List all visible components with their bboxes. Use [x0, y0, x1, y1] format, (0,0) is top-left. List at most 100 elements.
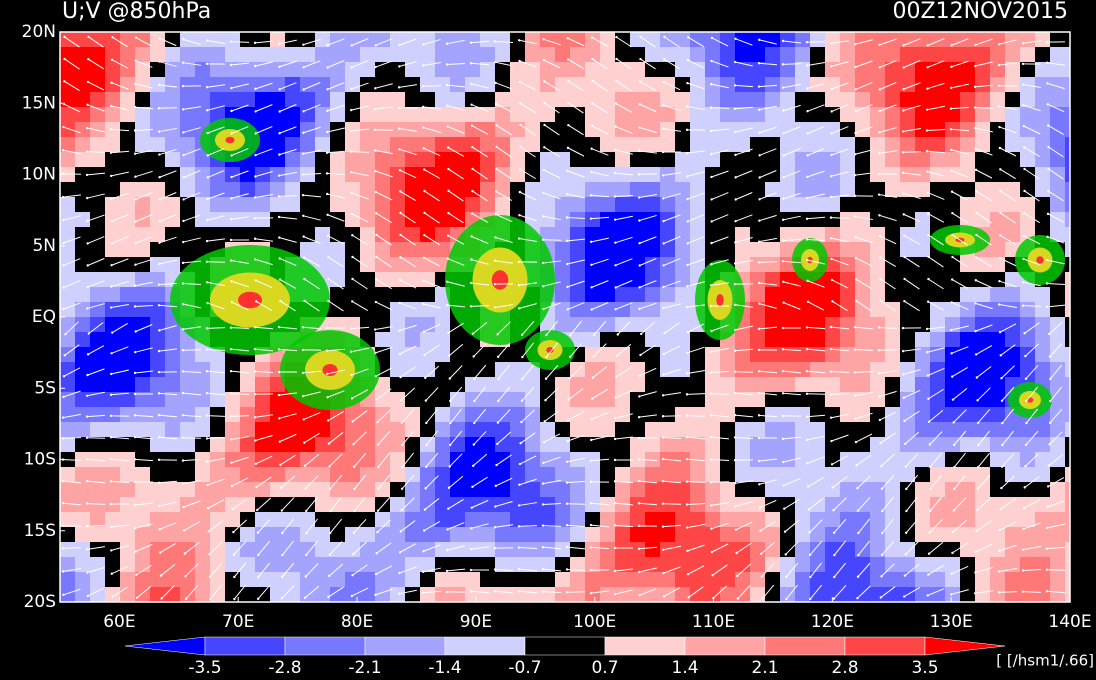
wind-arrow-head	[928, 443, 931, 446]
wind-arrow	[86, 458, 106, 462]
wind-arrow	[233, 584, 247, 600]
field-cell	[225, 572, 240, 587]
wind-arrow	[423, 567, 441, 573]
wind-arrow	[952, 256, 968, 268]
wind-arrow-head	[589, 459, 593, 462]
wind-arrow	[231, 148, 249, 156]
field-cell	[240, 482, 255, 497]
field-cell	[75, 347, 90, 362]
wind-arrow	[424, 498, 440, 510]
field-cell	[135, 287, 150, 302]
wind-arrow-head	[373, 128, 377, 132]
wind-arrow	[230, 41, 250, 43]
field-cell	[1035, 572, 1050, 587]
wind-arrow	[158, 107, 178, 109]
wind-arrow-head	[589, 194, 593, 197]
wind-arrow	[207, 499, 225, 509]
wind-arrow-head	[109, 525, 113, 529]
field-cell	[945, 167, 960, 182]
wind-arrow-head	[326, 66, 329, 69]
field-cell	[60, 77, 75, 92]
wind-arrow-head	[87, 58, 90, 61]
field-cell	[1065, 92, 1070, 107]
wind-arrow	[808, 498, 824, 510]
wind-arrow-head	[927, 552, 931, 555]
field-cell	[465, 437, 480, 452]
wind-arrow-head	[159, 574, 163, 577]
wind-arrow-head	[493, 40, 497, 43]
field-cell	[630, 77, 645, 92]
field-cell	[210, 227, 225, 242]
field-cell	[555, 392, 570, 407]
field-cell	[765, 212, 780, 227]
field-cell	[840, 212, 855, 227]
field-cell	[645, 242, 660, 257]
field-cell	[405, 197, 420, 212]
wind-arrow	[87, 236, 105, 244]
wind-arrow	[545, 364, 559, 380]
wind-arrow	[639, 258, 657, 266]
wind-arrow	[158, 436, 178, 440]
field-cell	[720, 557, 735, 572]
wind-arrow	[855, 412, 873, 420]
field-cell	[360, 287, 375, 302]
field-cell	[375, 422, 390, 437]
wind-arrow	[615, 390, 633, 398]
field-cell	[960, 497, 975, 512]
wind-arrow-head	[566, 419, 570, 422]
field-cell	[630, 272, 645, 287]
field-cell	[75, 152, 90, 167]
wind-arrow-head	[62, 264, 65, 267]
field-cell	[690, 407, 705, 422]
wind-arrow	[279, 433, 297, 443]
field-cell	[855, 377, 870, 392]
wind-arrow	[206, 392, 226, 396]
field-cell	[510, 512, 525, 527]
field-cell	[240, 212, 255, 227]
wind-arrow-head	[85, 502, 89, 505]
wind-arrow-head	[230, 484, 234, 488]
field-cell	[765, 572, 780, 587]
wind-arrow-head	[565, 524, 569, 527]
wind-arrow	[183, 326, 201, 330]
field-cell	[180, 47, 195, 62]
wind-arrow-head	[517, 260, 521, 264]
wind-arrow-head	[758, 154, 761, 157]
wind-arrow-head	[853, 394, 857, 397]
wind-arrow	[614, 172, 634, 176]
wind-arrow	[519, 282, 537, 286]
wind-arrow	[449, 430, 463, 446]
field-cell	[1020, 587, 1035, 602]
field-cell	[1005, 497, 1020, 512]
wind-arrow-head	[710, 329, 713, 333]
wind-arrow	[470, 590, 490, 594]
field-cell	[630, 122, 645, 137]
wind-arrow	[375, 83, 393, 89]
field-cell	[420, 497, 435, 512]
colorbar-label: -1.4	[428, 658, 461, 678]
wind-arrow-head	[303, 596, 307, 599]
wind-arrow	[807, 435, 825, 441]
wind-arrow	[254, 326, 274, 330]
field-cell	[720, 242, 735, 257]
wind-arrow-head	[422, 570, 425, 574]
field-cell	[570, 482, 585, 497]
field-cell	[735, 527, 750, 542]
wind-arrow-head	[926, 594, 929, 597]
wind-arrow-head	[709, 435, 713, 439]
field-cell	[180, 497, 195, 512]
field-cell	[120, 377, 135, 392]
wind-arrow	[519, 191, 537, 201]
field-cell	[300, 482, 315, 497]
field-cell	[1005, 317, 1020, 332]
field-cell	[75, 137, 90, 152]
wind-arrow	[495, 103, 513, 113]
wind-arrow-head	[878, 88, 881, 91]
field-cell	[60, 227, 75, 242]
wind-arrow-head	[544, 377, 548, 380]
field-cell	[780, 392, 795, 407]
wind-arrow	[663, 59, 681, 69]
field-cell	[195, 542, 210, 557]
field-cell	[1050, 197, 1065, 212]
field-cell	[405, 482, 420, 497]
